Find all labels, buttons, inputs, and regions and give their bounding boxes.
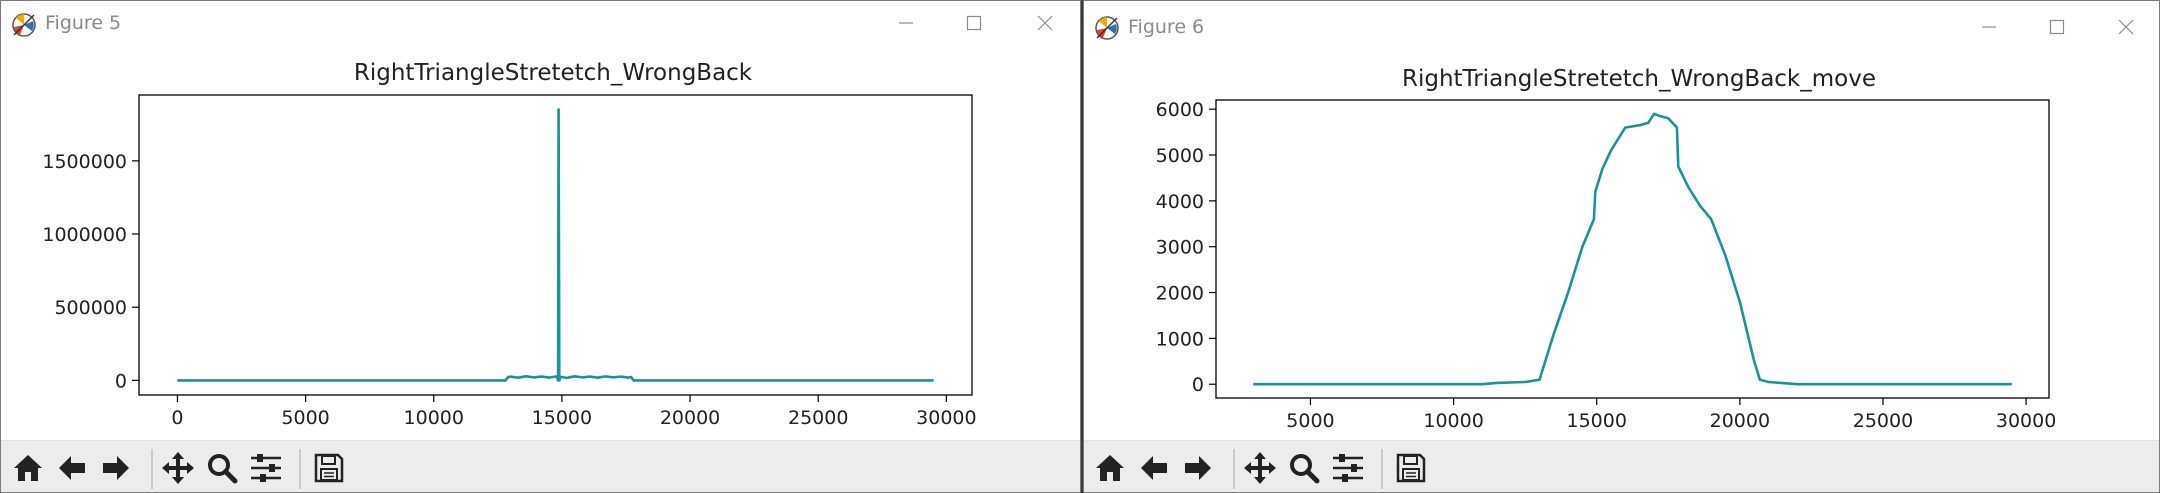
zoom-icon: [1290, 454, 1320, 484]
maximize-button[interactable]: [954, 9, 994, 37]
back-arrow-icon: [1141, 456, 1167, 480]
save-icon: [314, 453, 344, 483]
y-tick-label: 1500000: [42, 151, 127, 173]
x-tick-label: 5000: [281, 407, 329, 429]
forward-arrow-icon: [103, 456, 129, 480]
maximize-icon: [2049, 19, 2065, 35]
save-icon: [1396, 453, 1426, 483]
x-tick-label: 20000: [660, 407, 720, 429]
y-tick-label: 0: [1192, 374, 1204, 396]
x-tick-label: 0: [171, 407, 183, 429]
x-tick-label: 20000: [1710, 410, 1770, 432]
series-line: [177, 108, 934, 382]
close-icon: [1037, 15, 1053, 31]
configure-subplots-button[interactable]: [247, 449, 285, 487]
close-button[interactable]: [1025, 9, 1065, 37]
save-button[interactable]: [310, 449, 348, 487]
home-button[interactable]: [9, 449, 47, 487]
zoom-icon: [208, 454, 238, 484]
y-tick-label: 6000: [1156, 99, 1204, 121]
x-tick-label: 30000: [1996, 410, 2056, 432]
forward-button[interactable]: [97, 449, 135, 487]
zoom-button[interactable]: [1285, 449, 1323, 487]
series-line: [1253, 112, 2012, 386]
chart-figure-5: RightTriangleStretetch_WrongBack 0 5000 10…: [42, 60, 976, 429]
x-tick-label: 25000: [1853, 410, 1913, 432]
back-button[interactable]: [53, 449, 91, 487]
y-tick-label: 2000: [1156, 283, 1204, 305]
toolbar-separator: [299, 449, 301, 489]
forward-arrow-icon: [1185, 456, 1211, 480]
y-tick-label: 1000000: [42, 224, 127, 246]
toolbar-separator: [151, 449, 153, 489]
y-tick-label: 1000: [1156, 328, 1204, 350]
pan-icon: [1244, 452, 1276, 484]
axes: 0 5000 10000 15000 20000 25000 30000 0 500000 100…: [42, 151, 976, 429]
pan-icon: [162, 452, 194, 484]
toolbar-separator: [1233, 449, 1235, 489]
chart-title: RightTriangleStretetch_WrongBack_move: [1402, 66, 1876, 92]
navigation-toolbar: [1084, 440, 2159, 492]
back-button[interactable]: [1135, 449, 1173, 487]
y-tick-label: 500000: [54, 297, 127, 319]
zoom-button[interactable]: [203, 449, 241, 487]
minimize-button[interactable]: [1969, 13, 2009, 41]
configure-subplots-icon: [251, 454, 281, 482]
y-tick-label: 0: [115, 370, 127, 392]
y-tick-label: 5000: [1156, 145, 1204, 167]
figure-5-window: Figure 5 RightTriangleStretetch_WrongBac…: [0, 0, 1081, 493]
chart-figure-6: RightTriangleStretetch_WrongBack_move 50…: [1156, 66, 2057, 432]
navigation-toolbar: [1, 440, 1080, 492]
x-tick-label: 10000: [1423, 410, 1483, 432]
window-title: Figure 6: [1128, 16, 1205, 38]
save-button[interactable]: [1392, 449, 1430, 487]
configure-subplots-button[interactable]: [1329, 449, 1367, 487]
matplotlib-app-icon: [12, 13, 36, 37]
forward-button[interactable]: [1179, 449, 1217, 487]
x-tick-label: 15000: [532, 407, 592, 429]
x-tick-label: 5000: [1286, 410, 1334, 432]
home-icon: [14, 455, 42, 481]
close-icon: [2118, 19, 2134, 35]
chart-title: RightTriangleStretetch_WrongBack: [354, 60, 753, 86]
window-title: Figure 5: [45, 12, 122, 34]
maximize-icon: [966, 15, 982, 31]
figure-6-window: Figure 6 RightTriangleStretetch_WrongBac…: [1083, 0, 2160, 493]
minimize-icon: [899, 22, 913, 24]
minimize-icon: [1982, 26, 1996, 28]
title-bar[interactable]: Figure 6: [1084, 1, 2159, 45]
plot-area: [1215, 99, 2050, 399]
y-tick-label: 3000: [1156, 237, 1204, 259]
close-button[interactable]: [2106, 13, 2146, 41]
x-tick-label: 25000: [788, 407, 848, 429]
minimize-button[interactable]: [886, 9, 926, 37]
x-tick-label: 15000: [1566, 410, 1626, 432]
configure-subplots-icon: [1333, 454, 1363, 482]
axes: 5000 10000 15000 20000 25000 30000 0 1000 2000 30…: [1156, 99, 2057, 432]
x-tick-label: 30000: [916, 407, 976, 429]
home-icon: [1096, 455, 1124, 481]
pan-button[interactable]: [1241, 449, 1279, 487]
plot-area: [138, 94, 973, 396]
title-bar[interactable]: Figure 5: [1, 1, 1080, 45]
pan-button[interactable]: [159, 449, 197, 487]
maximize-button[interactable]: [2037, 13, 2077, 41]
toolbar-separator: [1381, 449, 1383, 489]
x-tick-label: 10000: [404, 407, 464, 429]
y-tick-label: 4000: [1156, 191, 1204, 213]
matplotlib-app-icon: [1095, 16, 1119, 40]
home-button[interactable]: [1091, 449, 1129, 487]
back-arrow-icon: [59, 456, 85, 480]
